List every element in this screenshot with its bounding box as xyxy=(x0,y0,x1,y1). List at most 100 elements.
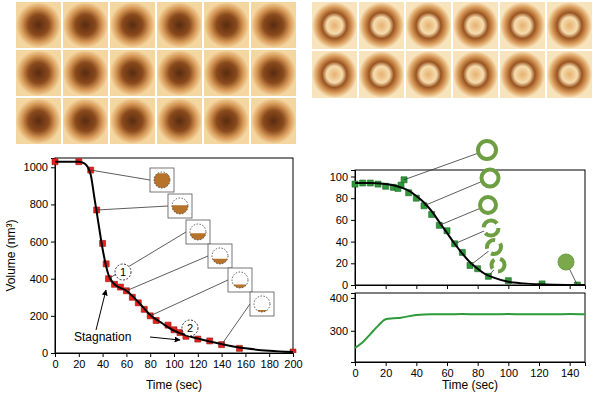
annotation-arrow xyxy=(150,337,180,340)
micrograph xyxy=(16,2,61,48)
micrograph xyxy=(359,2,404,49)
y-tick-mark xyxy=(351,298,355,299)
x-tick-mark xyxy=(222,353,223,357)
x-tick-mark xyxy=(539,362,540,366)
shape-outline xyxy=(487,240,501,254)
micrograph xyxy=(547,51,592,98)
x-tick-mark xyxy=(508,285,509,289)
x-axis-line xyxy=(356,363,586,367)
y-axis-line xyxy=(351,294,356,363)
annotation: 2 xyxy=(187,322,193,334)
x-tick xyxy=(478,285,479,289)
inset-fill xyxy=(190,233,206,240)
inset-outline xyxy=(190,224,206,240)
annotation: 1 xyxy=(120,266,126,278)
shape-outline xyxy=(558,254,574,270)
y-tick-label: 600 xyxy=(30,236,48,248)
y-tick: 40 xyxy=(336,236,355,248)
x-tick-mark xyxy=(198,353,199,357)
inset-connector xyxy=(222,304,250,345)
y-tick-mark xyxy=(51,279,55,280)
micrograph xyxy=(204,2,249,48)
x-tick: 0 xyxy=(52,353,58,370)
y-tick-label: 80 xyxy=(336,192,348,204)
micrograph-strips xyxy=(16,2,592,144)
x-tick-mark xyxy=(150,353,151,357)
y-tick-label: 20 xyxy=(336,257,348,269)
inset-fill xyxy=(232,284,248,288)
x-tick xyxy=(416,285,417,289)
x-tick-label: 120 xyxy=(530,367,548,379)
shape-insets xyxy=(404,141,577,285)
x-tick: 140 xyxy=(213,353,231,370)
x-tick-mark xyxy=(386,285,387,289)
inset-box xyxy=(168,194,192,218)
x-tick-label: 100 xyxy=(165,358,183,370)
plot-frame xyxy=(355,293,585,362)
x-tick-mark xyxy=(386,362,387,366)
inset-box xyxy=(208,244,232,268)
y-tick-mark xyxy=(51,167,55,168)
x-axis-title: Time (sec) xyxy=(442,378,498,392)
x-tick: 40 xyxy=(411,362,423,379)
micrograph xyxy=(251,2,296,48)
y-tick-mark xyxy=(351,198,355,199)
insets xyxy=(91,168,274,345)
y-tick: 400 xyxy=(30,273,55,285)
y-tick-mark xyxy=(351,331,355,332)
x-tick: 160 xyxy=(237,353,255,370)
plot-area xyxy=(352,177,585,285)
inset-box xyxy=(228,268,252,292)
micrograph xyxy=(16,98,61,144)
y-tick: 1000 xyxy=(24,161,55,173)
y-tick-mark xyxy=(351,263,355,264)
micrograph xyxy=(63,2,108,48)
x-tick-mark xyxy=(570,362,571,366)
micrograph xyxy=(157,98,202,144)
y-tick-mark xyxy=(351,177,355,178)
x-tick: 140 xyxy=(561,362,579,379)
micrograph xyxy=(251,50,296,96)
inset-box xyxy=(150,168,174,192)
x-tick-mark xyxy=(416,285,417,289)
x-axis-title: Time (sec) xyxy=(146,378,202,392)
micrograph xyxy=(406,51,451,98)
x-axis: 020406080100120140 xyxy=(352,362,585,379)
data-line xyxy=(355,314,585,348)
x-tick-mark xyxy=(539,285,540,289)
x-tick-label: 200 xyxy=(284,358,302,370)
x-tick-label: 20 xyxy=(380,367,392,379)
x-tick-label: 60 xyxy=(441,367,453,379)
plot-area xyxy=(52,159,296,353)
y-tick-label: 60 xyxy=(336,214,348,226)
x-tick-label: 0 xyxy=(52,358,58,370)
y-tick: 400 xyxy=(330,292,355,304)
x-tick-label: 180 xyxy=(261,358,279,370)
x-tick-label: 60 xyxy=(121,358,133,370)
x-tick: 180 xyxy=(261,353,279,370)
chart: 020406080100 xyxy=(330,170,586,291)
x-tick-label: 140 xyxy=(561,367,579,379)
y-tick: 100 xyxy=(330,171,355,183)
inset-connector xyxy=(97,206,168,210)
x-tick: 60 xyxy=(441,362,453,379)
x-tick-mark xyxy=(570,285,571,289)
x-tick: 100 xyxy=(500,362,518,379)
inset-connector xyxy=(404,150,487,180)
x-tick: 20 xyxy=(380,362,392,379)
micrograph xyxy=(110,98,155,144)
shape-outline xyxy=(480,197,496,213)
y-tick: 0 xyxy=(42,347,55,359)
x-tick-label: 100 xyxy=(500,367,518,379)
inset-outline xyxy=(232,272,248,288)
micrograph xyxy=(547,2,592,49)
micrograph xyxy=(312,51,357,98)
plot-frame xyxy=(55,158,293,353)
x-tick: 40 xyxy=(97,353,109,370)
annotation: Stagnation xyxy=(74,330,131,344)
x-tick xyxy=(386,285,387,289)
x-tick-mark xyxy=(447,285,448,289)
x-tick-mark xyxy=(126,353,127,357)
micrograph xyxy=(204,50,249,96)
x-tick: 120 xyxy=(189,353,207,370)
